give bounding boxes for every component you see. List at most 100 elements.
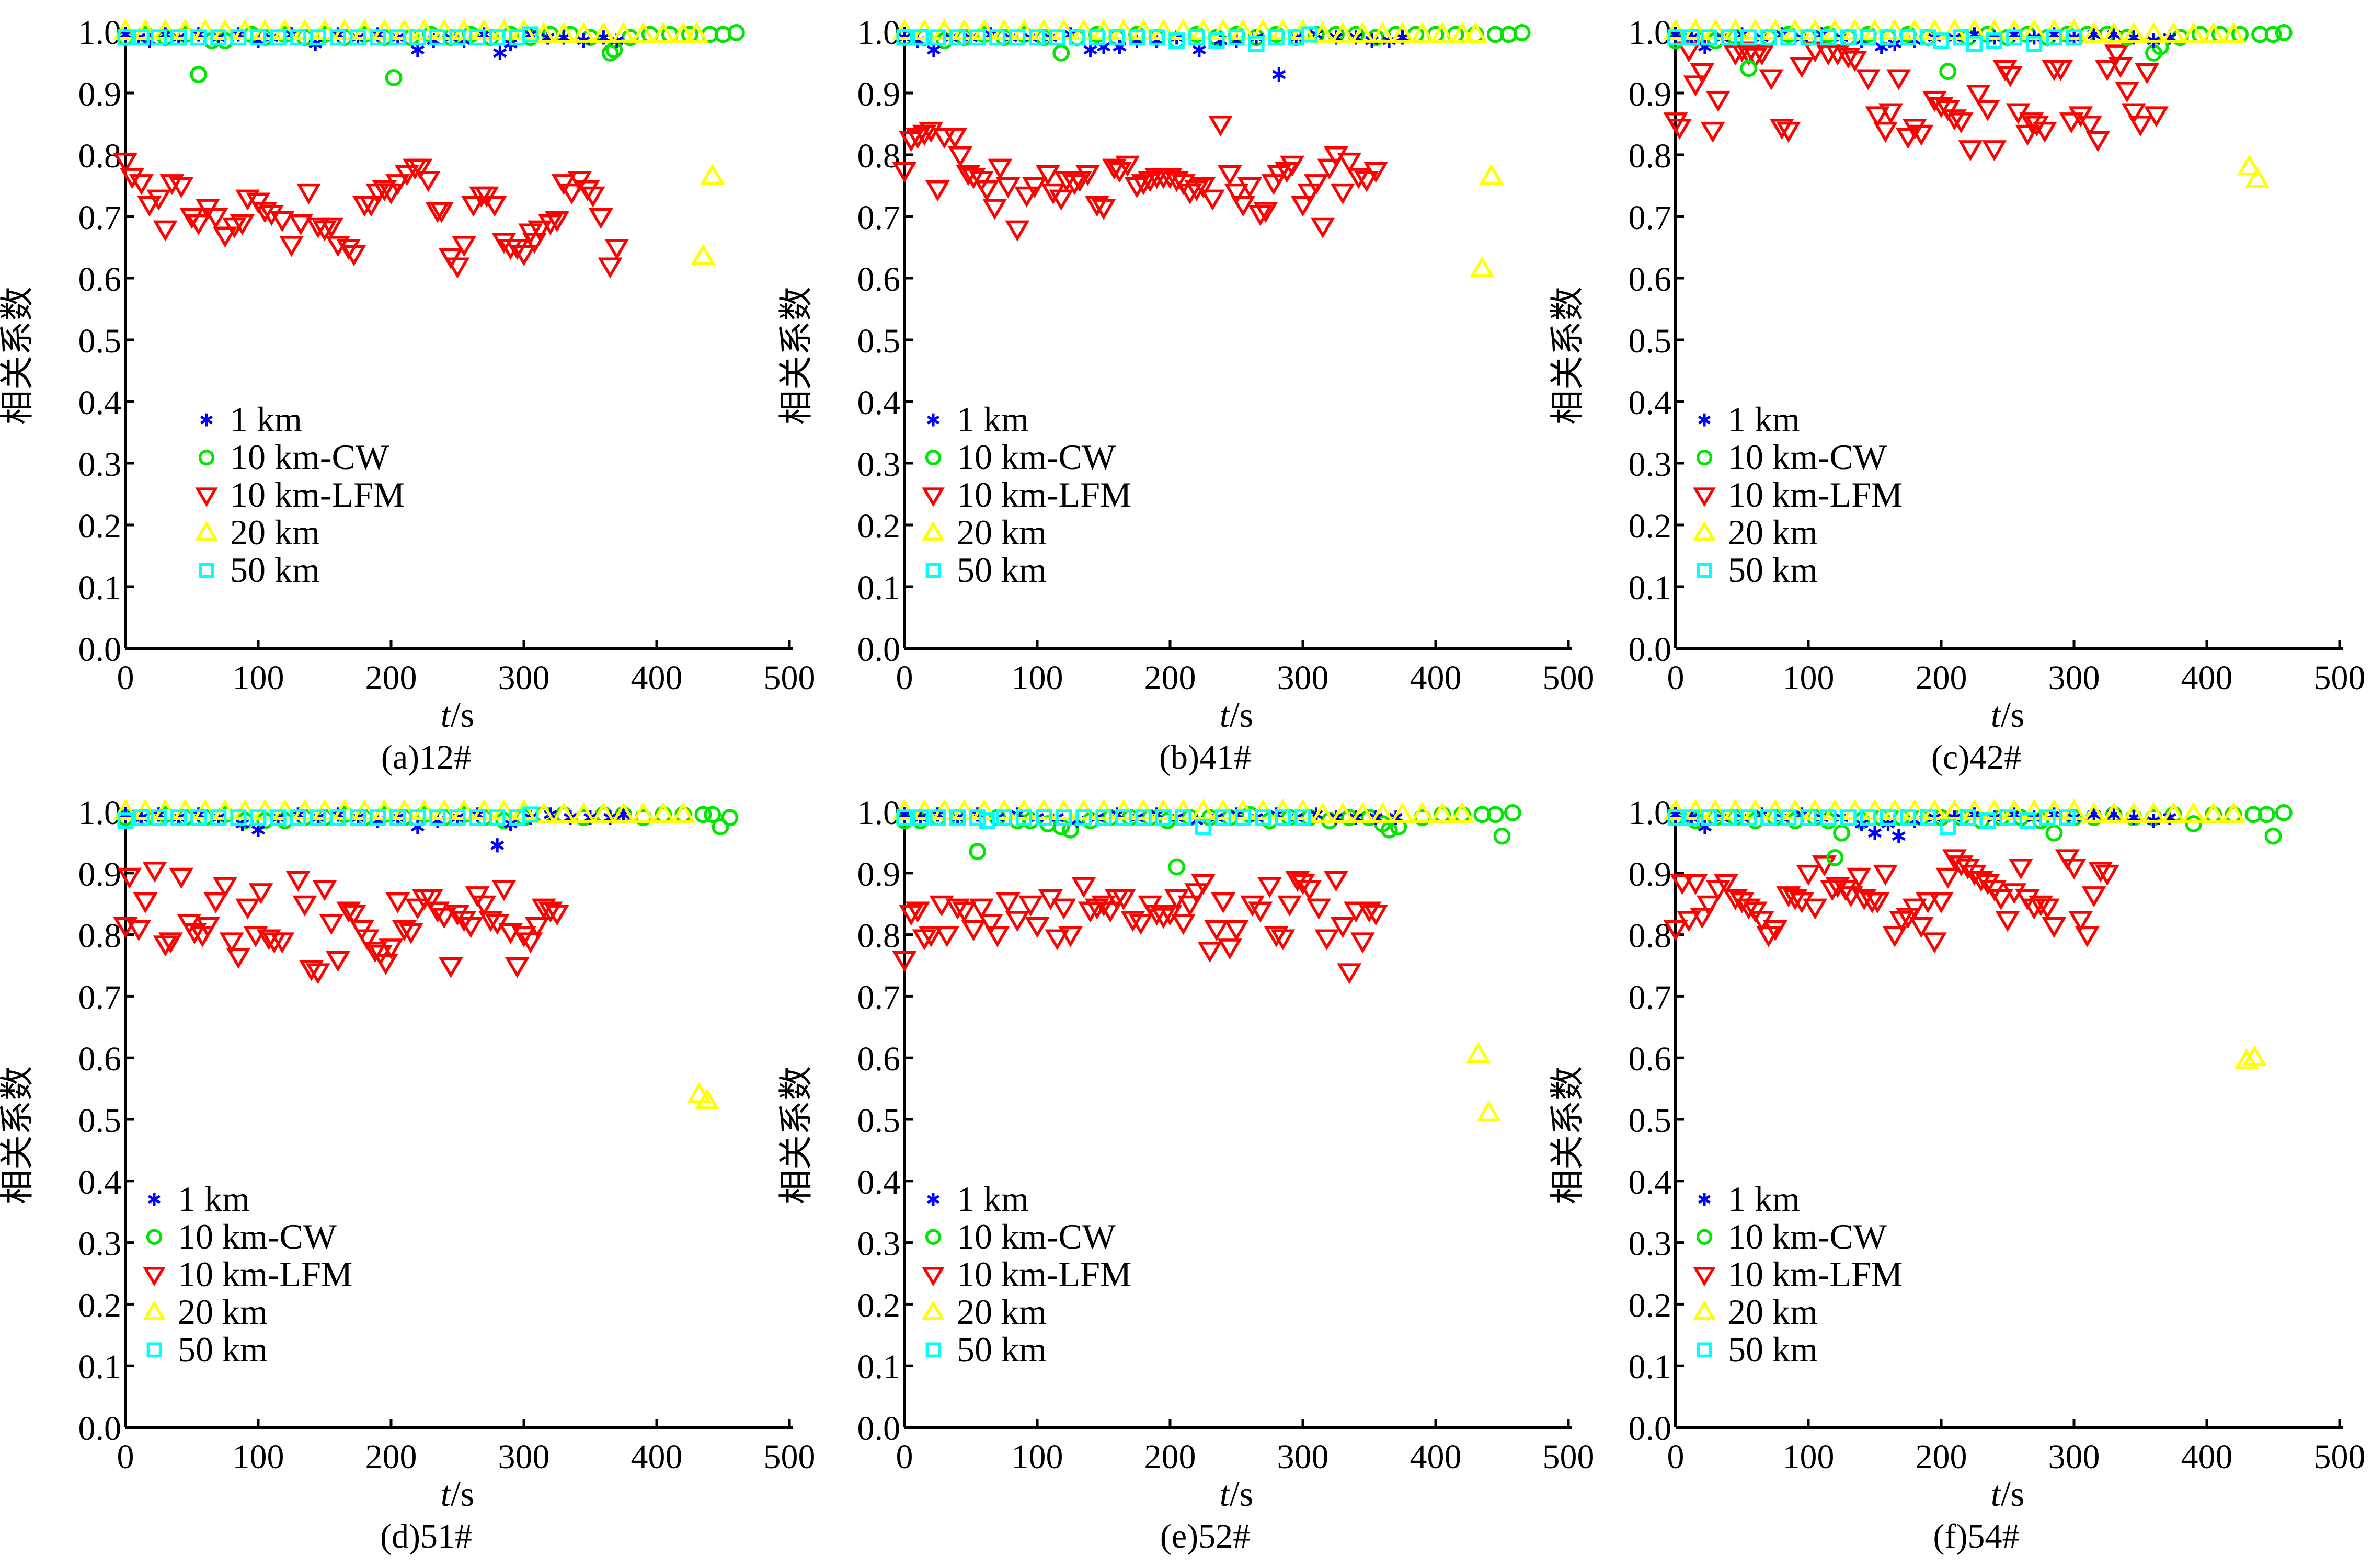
data-point	[1171, 914, 1196, 935]
data-point	[1909, 124, 1934, 146]
data-point	[1986, 32, 2003, 49]
data-point	[1667, 118, 1692, 140]
data-point	[1992, 60, 2018, 81]
data-point	[1998, 66, 2023, 87]
data-point	[1054, 171, 1079, 192]
x-tick-label: 0	[896, 1438, 913, 1476]
data-point	[133, 809, 150, 826]
data-point	[392, 920, 417, 941]
legend-marker-s5	[925, 1342, 941, 1358]
data-point	[522, 26, 539, 43]
data-point	[2006, 29, 2023, 46]
data-point	[1430, 21, 1455, 43]
data-point	[1025, 917, 1050, 938]
y-tick-label: 0.8	[78, 137, 122, 175]
data-point	[270, 809, 287, 826]
data-point	[2135, 63, 2160, 84]
data-point	[117, 867, 142, 889]
y-tick-label: 0.2	[78, 1286, 122, 1324]
data-point	[1091, 199, 1116, 220]
y-tick-label: 0.7	[857, 199, 901, 237]
data-point	[230, 809, 247, 826]
data-point	[1683, 874, 1708, 895]
y-tick-label: 1.0	[857, 14, 901, 52]
data-point	[1264, 926, 1289, 947]
x-tick-label: 100	[1783, 1438, 1835, 1476]
data-point	[1899, 29, 1917, 46]
data-point	[1191, 798, 1216, 820]
data-point	[1255, 809, 1271, 826]
data-point	[2019, 812, 2036, 829]
legend-label: 10 km-CW	[1728, 437, 1887, 477]
data-point	[1280, 155, 1305, 177]
data-point	[243, 926, 268, 947]
y-tick-label: 0.3	[1629, 1225, 1672, 1263]
legend-label: 1 km	[957, 399, 1029, 439]
x-tick-label: 400	[631, 659, 683, 697]
data-point	[1310, 802, 1335, 823]
data-point	[2075, 926, 2100, 947]
data-point	[591, 802, 616, 823]
legend-label: 1 km	[178, 1179, 250, 1219]
data-point	[312, 880, 337, 901]
data-point	[1942, 798, 1967, 820]
data-point	[551, 802, 576, 823]
data-point	[545, 905, 569, 926]
data-point	[1982, 18, 2007, 40]
data-point	[943, 128, 968, 149]
data-point	[270, 29, 287, 46]
data-point	[1838, 886, 1863, 908]
data-point	[605, 41, 623, 59]
x-tick-label: 100	[233, 1438, 284, 1476]
data-point	[203, 892, 228, 913]
data-point	[1091, 895, 1116, 917]
data-point	[1088, 29, 1105, 46]
data-point	[1363, 905, 1389, 926]
x-tick-label: 300	[498, 1438, 550, 1476]
data-point	[545, 211, 569, 233]
panel-caption: (e)52#	[1160, 1517, 1250, 1555]
data-point	[1740, 60, 1758, 77]
data-point	[1966, 85, 1991, 106]
legend-label: 10 km-CW	[230, 437, 389, 477]
data-point	[1670, 874, 1695, 895]
data-point	[1204, 920, 1229, 941]
legend-label: 50 km	[178, 1330, 268, 1369]
data-point	[2026, 36, 2043, 52]
x-axis-title: t/s	[1991, 695, 2024, 735]
data-point	[1337, 963, 1362, 985]
x-tick-label: 100	[1012, 659, 1063, 697]
data-point	[611, 802, 636, 823]
x-axis-title: t/s	[1220, 1474, 1253, 1514]
data-point	[1663, 920, 1688, 941]
legend-marker-s3	[1693, 487, 1716, 507]
data-point	[2264, 26, 2282, 43]
data-point	[1237, 177, 1262, 199]
data-point	[310, 809, 326, 826]
data-point	[1350, 932, 1375, 954]
data-point	[1159, 812, 1176, 830]
data-point	[409, 29, 426, 46]
data-point	[491, 880, 517, 901]
data-point	[1833, 824, 1850, 842]
x-tick-label: 500	[2314, 659, 2366, 697]
data-point	[1310, 217, 1335, 238]
legend-label: 10 km-CW	[957, 437, 1116, 477]
x-tick-label: 500	[1543, 659, 1595, 697]
data-point	[354, 929, 380, 951]
data-point	[1999, 809, 2016, 826]
y-tick-label: 0.1	[78, 1348, 122, 1386]
data-point	[671, 802, 696, 823]
data-point	[1102, 158, 1127, 180]
data-point	[588, 208, 613, 230]
data-point	[153, 935, 178, 957]
data-point	[370, 29, 386, 46]
data-point	[1450, 802, 1475, 823]
data-point	[1736, 898, 1761, 920]
data-point	[1796, 864, 1821, 886]
data-point	[1966, 36, 1983, 52]
data-point	[2128, 116, 2153, 137]
data-point	[372, 180, 397, 202]
data-point	[1940, 818, 1956, 835]
data-point	[2008, 859, 2033, 880]
